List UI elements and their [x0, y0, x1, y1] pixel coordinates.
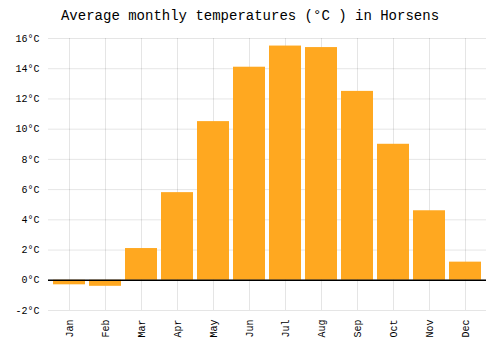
svg-text:Oct: Oct	[389, 320, 400, 338]
svg-text:Aug: Aug	[317, 320, 328, 338]
svg-text:12°C: 12°C	[15, 94, 39, 105]
svg-text:Nov: Nov	[425, 320, 436, 338]
svg-text:Dec: Dec	[461, 320, 472, 338]
svg-text:Feb: Feb	[101, 320, 112, 338]
svg-text:-2°C: -2°C	[15, 306, 39, 317]
svg-text:4°C: 4°C	[21, 215, 39, 226]
svg-text:8°C: 8°C	[21, 155, 39, 166]
svg-text:Apr: Apr	[173, 320, 184, 338]
svg-text:6°C: 6°C	[21, 185, 39, 196]
svg-text:10°C: 10°C	[15, 124, 39, 135]
svg-text:14°C: 14°C	[15, 64, 39, 75]
svg-text:0°C: 0°C	[21, 275, 39, 286]
svg-text:2°C: 2°C	[21, 245, 39, 256]
svg-text:Jul: Jul	[281, 320, 292, 338]
svg-text:Sep: Sep	[353, 320, 364, 338]
html-text:Average monthly temperatures (: Average monthly temperatures (°C ) in Ho…	[61, 8, 439, 24]
svg-text:May: May	[209, 320, 220, 338]
svg-text:Mar: Mar	[137, 320, 148, 338]
svg-text:Jun: Jun	[245, 320, 256, 338]
svg-text:16°C: 16°C	[15, 34, 39, 45]
svg-text:Jan: Jan	[65, 320, 76, 338]
